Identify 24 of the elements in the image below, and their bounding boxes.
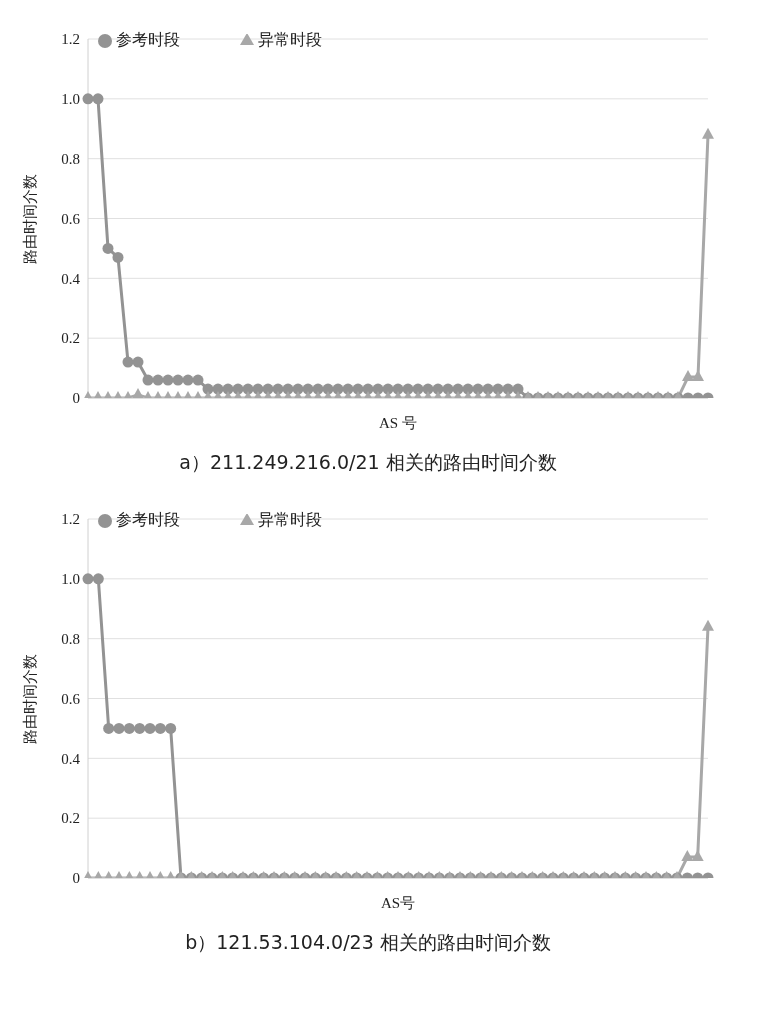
y-tick-label: 1.2 — [61, 511, 80, 528]
y-tick-label: 0.4 — [61, 750, 81, 767]
legend-label: 异常时段 — [258, 510, 322, 529]
y-tick-label: 0.4 — [61, 270, 81, 287]
y-tick-label: 1.0 — [61, 571, 80, 588]
legend-label: 参考时段 — [116, 30, 180, 49]
text: b）121.53.104.0/23 相关的路由时间介数 — [184, 930, 552, 955]
legend-label: 参考时段 — [116, 510, 180, 529]
y-tick-label: 0.8 — [61, 630, 80, 647]
y-tick-label: 0.6 — [61, 690, 81, 707]
x-axis-title: AS号 — [380, 895, 416, 911]
y-tick-label: 0.8 — [61, 150, 80, 167]
legend-label: 异常时段 — [258, 30, 322, 49]
y-axis-title: 路由时间介数 — [22, 173, 39, 264]
x-axis-title: AS 号 — [379, 415, 417, 431]
y-tick-label: 0 — [72, 870, 80, 887]
y-tick-label: 1.2 — [61, 31, 80, 48]
y-tick-label: 0.2 — [61, 810, 80, 827]
y-axis-title: 路由时间介数 — [22, 653, 39, 744]
y-tick-label: 0.6 — [61, 210, 81, 227]
y-tick-label: 0.2 — [61, 330, 80, 347]
text: a）211.249.216.0/21 相关的路由时间介数 — [178, 450, 558, 475]
y-tick-label: 0 — [72, 390, 80, 407]
y-tick-label: 1.0 — [61, 91, 80, 108]
